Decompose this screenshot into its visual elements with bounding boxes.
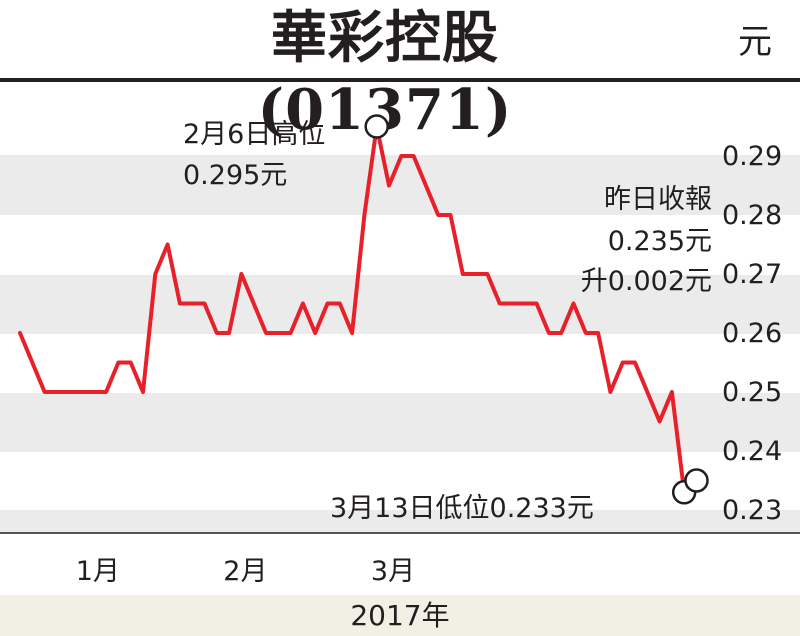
grid-band — [0, 510, 800, 533]
markers — [364, 114, 709, 505]
y-tick-label: 0.24 — [722, 436, 782, 467]
annotation-high-value: 0.295元 — [183, 160, 287, 191]
chart-title: 華彩控股(01371) — [257, 5, 513, 143]
x-tick-label: 1月 — [76, 556, 120, 587]
top-divider — [0, 78, 800, 82]
x-tick-label: 3月 — [371, 556, 415, 587]
y-tick-labels: 0.23 0.24 0.25 0.26 0.27 0.28 0.29 — [722, 141, 782, 526]
x-axis-label: 2017年 — [0, 595, 800, 636]
y-tick-label: 0.27 — [722, 259, 782, 290]
price-line — [18, 124, 699, 495]
annotation-high-date: 2月6日高位 — [183, 119, 325, 150]
x-tick-label: 2月 — [223, 556, 267, 587]
y-tick-label: 0.25 — [722, 377, 782, 408]
data-marker — [684, 468, 709, 493]
y-tick-label: 0.29 — [722, 141, 782, 172]
y-tick-label: 0.28 — [722, 200, 782, 231]
y-tick-label: 0.23 — [722, 495, 782, 526]
line-chart: 0.23 0.24 0.25 0.26 0.27 0.28 0.29 1月 2月 3月 2月6日… — [0, 114, 800, 587]
data-marker — [364, 114, 389, 139]
grid-band — [0, 275, 800, 334]
x-tick-labels: 1月 2月 3月 — [76, 556, 415, 587]
annotation-close-change: 升0.002元 — [581, 266, 712, 297]
annotation-low: 3月13日低位0.233元 — [330, 493, 594, 524]
annotation-close-label: 昨日收報 — [604, 184, 712, 215]
grid-band — [0, 155, 800, 215]
y-tick-label: 0.26 — [722, 318, 782, 349]
annotation-close-value: 0.235元 — [608, 226, 712, 257]
y-axis-unit: 元 — [738, 22, 772, 62]
